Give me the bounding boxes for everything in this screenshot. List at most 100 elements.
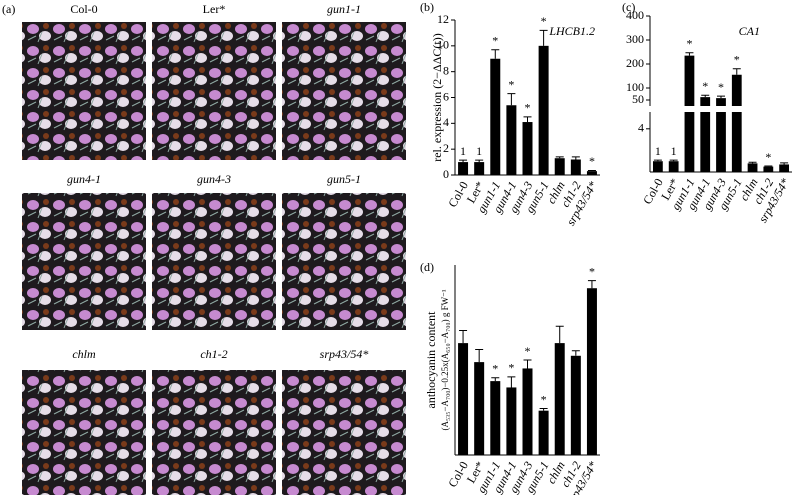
error-bar — [459, 329, 468, 344]
panel-label: (d) — [420, 260, 434, 274]
error-bar — [507, 376, 516, 388]
error-bar — [571, 350, 580, 356]
photo-label: gun4-3 — [197, 172, 231, 186]
bar — [700, 97, 711, 172]
photo-label: gun1-1 — [327, 2, 361, 16]
y-tick-label: 100 — [626, 80, 644, 94]
y-tick-label: 400 — [626, 8, 644, 22]
error-bar — [653, 159, 662, 162]
error-bar — [555, 325, 564, 344]
bar — [474, 362, 485, 455]
error-bar — [717, 95, 725, 99]
photo-label: gun5-1 — [327, 172, 361, 186]
error-bar — [475, 348, 484, 363]
annotation: 1 — [460, 144, 466, 158]
annotation: 1 — [476, 144, 482, 158]
bar — [747, 163, 758, 172]
annotation: * — [702, 79, 708, 93]
photo-label: Col-0 — [70, 2, 97, 16]
photo-label: gun4-1 — [67, 172, 101, 186]
bar — [458, 162, 469, 175]
error-bar — [701, 94, 710, 98]
error-bar — [523, 359, 532, 369]
bar — [668, 161, 679, 172]
annotation: * — [541, 392, 547, 406]
annotation: * — [508, 77, 514, 91]
annotation: * — [525, 344, 531, 358]
photo-label: chlm — [72, 347, 96, 361]
bar — [763, 166, 774, 172]
annotation: * — [686, 36, 692, 50]
photo — [22, 22, 146, 160]
y-tick-label: 4 — [443, 115, 449, 129]
y-axis-label: (A₅₃₅−A₇₀₀)−0.25x(A₆₅₀−A₇₀₀) g FW⁻¹ — [440, 289, 450, 430]
bar — [490, 381, 501, 455]
y-tick-label: 8 — [443, 63, 449, 77]
photo — [152, 193, 276, 330]
panel-label: (a) — [2, 2, 15, 16]
bar — [490, 58, 501, 175]
bar — [652, 161, 663, 172]
annotation: * — [492, 33, 498, 47]
bar — [522, 122, 533, 175]
y-tick-label: 300 — [626, 32, 644, 46]
error-bar — [587, 280, 596, 289]
annotation: * — [492, 361, 498, 375]
bar — [684, 55, 695, 172]
photo — [22, 193, 146, 330]
photo — [282, 22, 406, 160]
error-bar — [764, 165, 773, 167]
error-bar — [780, 162, 789, 165]
bar — [716, 98, 726, 172]
annotation: * — [765, 150, 771, 164]
bar — [506, 105, 517, 175]
bar — [570, 355, 581, 455]
error-bar — [523, 116, 532, 123]
error-bar — [475, 159, 484, 163]
annotation: * — [508, 361, 514, 375]
error-bar — [732, 68, 741, 75]
y-axis-label: anthocyanin content — [424, 311, 438, 409]
annotation: 1 — [671, 144, 677, 158]
y-tick-label: 2 — [443, 141, 449, 155]
bar — [522, 368, 533, 455]
y-tick-label: 12 — [437, 12, 449, 26]
y-axis-label: rel. expression (2−ΔΔC(t)) — [430, 33, 444, 162]
panel-label: (b) — [420, 0, 434, 14]
bar — [506, 387, 517, 455]
annotation: * — [589, 154, 595, 168]
panel-label: (c) — [622, 0, 635, 14]
photo — [152, 22, 276, 160]
photo — [152, 370, 276, 495]
photo — [282, 370, 406, 495]
photo-label: ch1-2 — [200, 347, 227, 361]
bar — [458, 343, 469, 455]
error-bar — [587, 169, 596, 172]
bar — [586, 288, 597, 455]
photo-label: Ler* — [203, 2, 226, 16]
bar — [538, 45, 549, 176]
error-bar — [669, 159, 678, 162]
y-tick-label: 50 — [632, 92, 644, 106]
error-bar — [571, 156, 580, 160]
annotation: * — [525, 101, 531, 115]
annotation: * — [541, 14, 547, 28]
annotation: * — [718, 80, 724, 94]
error-bar — [539, 408, 548, 411]
annotation: * — [589, 264, 595, 278]
bar — [779, 164, 790, 172]
bar — [538, 410, 549, 455]
error-bar — [507, 93, 516, 106]
y-tick-label: 6 — [443, 89, 449, 103]
chart-title: CA1 — [739, 24, 760, 38]
error-bar — [539, 29, 548, 46]
photo — [22, 370, 146, 495]
error-bar — [555, 156, 564, 159]
bar — [554, 343, 565, 455]
error-bar — [459, 159, 468, 163]
error-bar — [748, 161, 757, 164]
bar — [586, 171, 597, 175]
bar — [474, 162, 485, 175]
annotation: * — [734, 53, 740, 67]
